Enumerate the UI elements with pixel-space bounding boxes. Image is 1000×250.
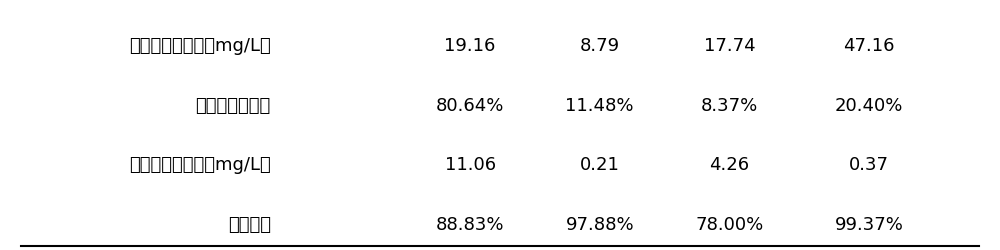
Text: 混凝沉淠去除率: 混凝沉淠去除率 — [195, 96, 271, 114]
Text: 蟯合沉淠后浓度（mg/L）: 蟯合沉淠后浓度（mg/L） — [129, 156, 271, 174]
Text: 0.21: 0.21 — [580, 156, 620, 174]
Text: 99.37%: 99.37% — [835, 215, 903, 233]
Text: 88.83%: 88.83% — [436, 215, 504, 233]
Text: 0.37: 0.37 — [849, 156, 889, 174]
Text: 混凝沉淠后浓度（mg/L）: 混凝沉淠后浓度（mg/L） — [129, 37, 271, 55]
Text: 总去除率: 总去除率 — [228, 215, 271, 233]
Text: 78.00%: 78.00% — [695, 215, 763, 233]
Text: 47.16: 47.16 — [843, 37, 895, 55]
Text: 8.37%: 8.37% — [701, 96, 758, 114]
Text: 17.74: 17.74 — [704, 37, 755, 55]
Text: 19.16: 19.16 — [444, 37, 496, 55]
Text: 11.06: 11.06 — [445, 156, 496, 174]
Text: 4.26: 4.26 — [709, 156, 749, 174]
Text: 97.88%: 97.88% — [565, 215, 634, 233]
Text: 20.40%: 20.40% — [835, 96, 903, 114]
Text: 11.48%: 11.48% — [565, 96, 634, 114]
Text: 80.64%: 80.64% — [436, 96, 504, 114]
Text: 8.79: 8.79 — [580, 37, 620, 55]
